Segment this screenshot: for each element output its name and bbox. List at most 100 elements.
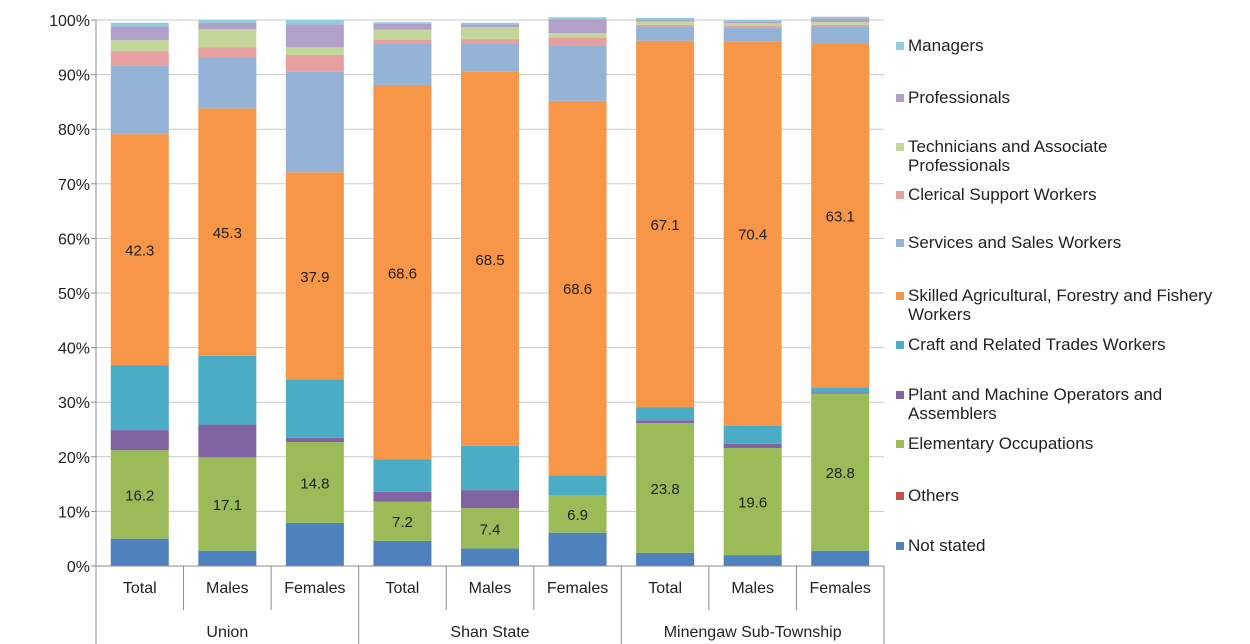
bar-segment <box>636 40 695 408</box>
bar-segment <box>373 39 432 45</box>
bar-segment <box>110 22 169 27</box>
bar-segment <box>285 442 344 523</box>
bar-segment <box>198 47 257 58</box>
bar-segment <box>723 443 782 449</box>
bar-segment <box>811 550 870 566</box>
legend-label: Others <box>908 486 960 505</box>
bar-segment <box>636 420 695 423</box>
legend-swatch <box>896 239 904 247</box>
x-tick-label: Males <box>206 580 249 597</box>
bar-segment <box>110 365 169 431</box>
legend-label: Not stated <box>908 536 986 555</box>
bar-segment <box>285 379 344 438</box>
bar-segment <box>548 38 607 46</box>
legend-item-professionals: Professionals <box>896 88 1246 107</box>
legend-swatch <box>896 191 904 199</box>
bar-segment <box>373 491 432 502</box>
bar-segment <box>285 20 344 25</box>
bar-segment <box>548 33 607 39</box>
data-label: 68.6 <box>388 265 417 282</box>
legend-swatch <box>896 341 904 349</box>
bar-segment <box>461 27 519 40</box>
y-tick-label: 60% <box>58 231 90 248</box>
legend-item-clerical: Clerical Support Workers <box>896 185 1246 204</box>
bar-segment <box>723 21 782 24</box>
x-tick-label: Males <box>469 580 512 597</box>
bar-segment <box>373 29 432 40</box>
y-tick-label: 70% <box>58 177 90 194</box>
bar-segment <box>723 555 782 566</box>
bar-segment <box>285 54 344 72</box>
data-label: 7.2 <box>392 514 413 531</box>
y-tick-label: 80% <box>58 122 90 139</box>
bar-segment <box>636 21 695 25</box>
bar-segment <box>198 29 257 48</box>
data-label: 45.3 <box>213 225 242 242</box>
bar-segment <box>461 445 519 491</box>
data-label: 6.9 <box>567 507 588 524</box>
bar-segment <box>461 43 519 72</box>
x-tick-label: Females <box>284 580 345 597</box>
data-label: 63.1 <box>826 209 855 226</box>
bar-segment <box>636 407 695 421</box>
y-axis-ticks: 0% 10% 20% 30% 40% 50% 60% 70% 80% 90% 100% <box>49 13 96 576</box>
y-tick-label: 40% <box>58 341 90 358</box>
legend-item-plant-machine: Plant and Machine Operators and Assemble… <box>896 385 1246 423</box>
data-label: 19.6 <box>738 495 767 512</box>
legend-item-elementary: Elementary Occupations <box>896 434 1246 453</box>
bar-segment <box>285 47 344 55</box>
bar-segment <box>811 26 870 44</box>
legend-label: Clerical Support Workers <box>908 185 1097 204</box>
bar-segment <box>198 550 257 566</box>
bar-segment <box>723 425 782 444</box>
bar-segment <box>723 23 782 27</box>
y-tick-label: 10% <box>58 504 90 521</box>
legend: Managers Professionals Technicians and A… <box>896 0 1250 644</box>
bar-segment <box>461 71 519 446</box>
bar-segment <box>373 22 432 24</box>
bars <box>110 16 870 566</box>
bar-segment <box>198 57 257 109</box>
bar-segment <box>636 19 695 22</box>
x-tick-label: Total <box>648 580 682 597</box>
legend-swatch <box>896 42 904 50</box>
x-group-label: Minengaw Sub-Township <box>664 624 842 641</box>
bar-segment <box>110 65 169 135</box>
bar-segment <box>285 24 344 48</box>
x-tick-label: Females <box>547 580 608 597</box>
data-label: 28.8 <box>826 465 855 482</box>
bar-segment <box>461 490 519 509</box>
bar-segment <box>110 538 169 566</box>
bar-segment <box>811 393 870 551</box>
bar-segment <box>811 22 870 25</box>
bar-segment <box>198 108 257 356</box>
x-group-label: Shan State <box>450 624 529 641</box>
bar-segment <box>198 424 257 458</box>
data-label: 17.1 <box>213 497 242 514</box>
legend-item-services: Services and Sales Workers <box>896 233 1246 252</box>
legend-label: Craft and Related Trades Workers <box>908 335 1166 354</box>
y-tick-label: 20% <box>58 450 90 467</box>
data-label: 14.8 <box>300 475 329 492</box>
legend-swatch <box>896 492 904 500</box>
bar-segment <box>811 24 870 27</box>
bar-segment <box>636 17 695 20</box>
x-tick-label: Females <box>810 580 871 597</box>
bar-segment <box>110 51 169 66</box>
data-label: 42.3 <box>125 243 154 260</box>
bar-segment <box>548 19 607 34</box>
data-label: 7.4 <box>480 521 501 538</box>
bar-segment <box>110 430 169 451</box>
legend-item-skilled-agricultural: Skilled Agricultural, Forestry and Fishe… <box>896 286 1246 324</box>
bar-segment <box>811 18 870 23</box>
bar-segment <box>461 39 519 44</box>
data-label: 16.2 <box>125 487 154 504</box>
bar-segment <box>285 522 344 566</box>
bar-segment <box>723 26 782 28</box>
legend-swatch <box>896 143 904 151</box>
bar-segment <box>198 355 257 425</box>
data-label: 37.9 <box>300 269 329 286</box>
bar-segment <box>723 41 782 426</box>
bar-segment <box>461 508 519 549</box>
